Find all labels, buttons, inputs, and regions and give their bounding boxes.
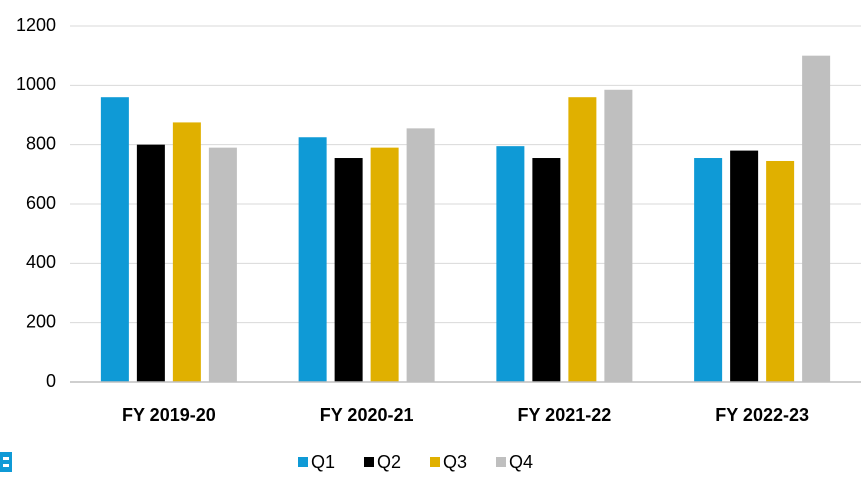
corner-icon-line: [3, 464, 9, 467]
y-tick-label: 400: [26, 252, 56, 272]
legend-label: Q4: [509, 452, 533, 472]
bar: [766, 160, 795, 382]
y-tick-label: 1200: [16, 15, 56, 35]
bar: [370, 147, 399, 382]
legend-label: Q1: [311, 452, 335, 472]
bar: [406, 128, 435, 382]
bar: [730, 150, 759, 382]
bar: [100, 97, 129, 382]
legend-swatch: [298, 457, 308, 467]
y-tick-label: 0: [46, 371, 56, 391]
x-tick-label: FY 2021-22: [518, 405, 612, 425]
y-tick-label: 200: [26, 311, 56, 331]
bar: [208, 147, 237, 382]
x-tick-label: FY 2020-21: [320, 405, 414, 425]
legend-swatch: [430, 457, 440, 467]
corner-icon: [0, 452, 12, 472]
bar: [568, 97, 597, 382]
y-tick-label: 1000: [16, 74, 56, 94]
corner-icon-line: [3, 457, 9, 460]
bar: [334, 158, 363, 382]
bar: [532, 158, 561, 382]
legend-swatch: [496, 457, 506, 467]
bar: [802, 55, 831, 383]
y-tick-label: 800: [26, 133, 56, 153]
bar: [496, 146, 525, 382]
legend-swatch: [364, 457, 374, 467]
legend-label: Q3: [443, 452, 467, 472]
bar: [694, 158, 723, 382]
bar: [136, 144, 165, 382]
legend-label: Q2: [377, 452, 401, 472]
bar: [604, 89, 633, 383]
bar: [172, 122, 201, 383]
x-tick-label: FY 2019-20: [122, 405, 216, 425]
y-tick-label: 600: [26, 193, 56, 213]
x-tick-label: FY 2022-23: [715, 405, 809, 425]
bar: [298, 137, 327, 382]
